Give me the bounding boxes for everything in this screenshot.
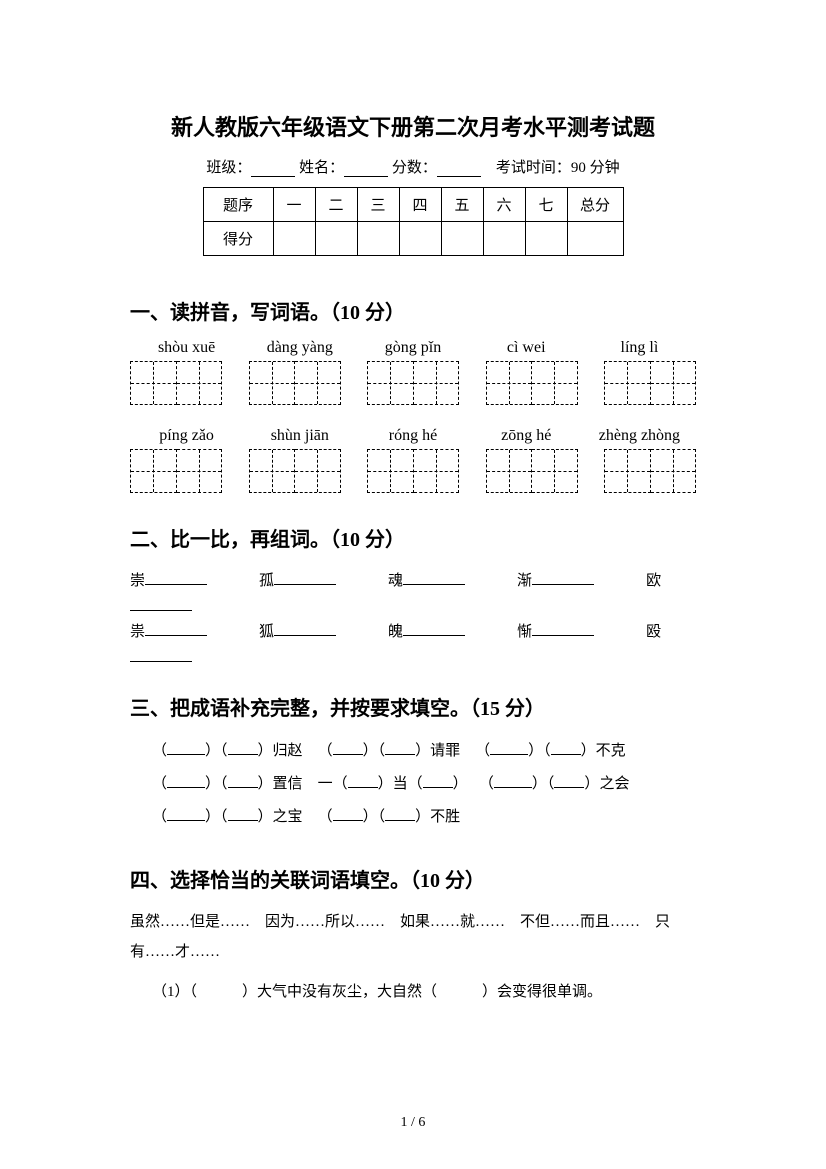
col-4: 四 [399, 188, 441, 222]
section1-heading: 一、读拼音，写词语。（10 分） [130, 296, 696, 325]
tian-box[interactable] [249, 449, 341, 493]
blank[interactable] [385, 808, 415, 822]
col-5: 五 [441, 188, 483, 222]
blank-line[interactable] [274, 570, 336, 585]
blank[interactable] [490, 742, 528, 756]
tian-box[interactable] [604, 361, 696, 405]
compare-item: 崇 [130, 566, 207, 596]
col-2: 二 [315, 188, 357, 222]
compare-block: 崇 孤 魂 渐 欧 祟 狐 魄 惭 殴 [130, 566, 696, 662]
name-label: 姓名： [299, 160, 344, 176]
row-label: 题序 [203, 188, 273, 222]
pinyin: píng zǎo [130, 427, 243, 445]
section4-heading: 四、选择恰当的关联词语填空。（10 分） [130, 864, 696, 893]
tian-box[interactable] [486, 449, 578, 493]
col-total: 总分 [567, 188, 623, 222]
box-row [130, 449, 696, 493]
conj-options: 虽然……但是…… 因为……所以…… 如果……就…… 不但……而且…… 只有……才… [130, 907, 696, 967]
compare-item: 欧 [646, 566, 661, 596]
blank-line[interactable] [403, 621, 465, 636]
blank[interactable] [167, 775, 205, 789]
compare-item: 狐 [259, 617, 336, 647]
pinyin: shùn jiān [243, 427, 356, 445]
pinyin: gòng pǐn [356, 339, 469, 357]
cell[interactable] [567, 222, 623, 256]
tian-box[interactable] [130, 361, 222, 405]
page-footer: 1 / 6 [0, 1115, 826, 1131]
col-6: 六 [483, 188, 525, 222]
col-3: 三 [357, 188, 399, 222]
pinyin: cì wei [470, 339, 583, 357]
class-blank[interactable] [251, 161, 295, 178]
tian-box[interactable] [130, 449, 222, 493]
pinyin: shòu xuē [130, 339, 243, 357]
blank-line[interactable] [130, 647, 192, 662]
blank[interactable] [348, 775, 378, 789]
compare-item: 殴 [646, 617, 661, 647]
cell[interactable] [525, 222, 567, 256]
page-title: 新人教版六年级语文下册第二次月考水平测考试题 [130, 110, 696, 142]
section2-heading: 二、比一比，再组词。（10 分） [130, 523, 696, 552]
blank-line[interactable] [532, 570, 594, 585]
tian-box[interactable] [367, 449, 459, 493]
pinyin-row: píng zǎo shùn jiān róng hé zōng hé zhèng… [130, 427, 696, 445]
blank-line[interactable] [532, 621, 594, 636]
blank[interactable] [423, 775, 453, 789]
compare-item: 惭 [517, 617, 594, 647]
compare-item: 魂 [388, 566, 465, 596]
pinyin-row: shòu xuē dàng yàng gòng pǐn cì wei líng … [130, 339, 696, 357]
score-table: 题序 一 二 三 四 五 六 七 总分 得分 [203, 187, 624, 256]
tian-box[interactable] [604, 449, 696, 493]
col-7: 七 [525, 188, 567, 222]
blank[interactable] [551, 742, 581, 756]
exam-time: 考试时间：90 分钟 [496, 160, 620, 176]
question-1: （1）（ ）大气中没有灰尘，大自然（ ）会变得很单调。 [130, 977, 696, 1007]
score-blank[interactable] [437, 161, 481, 178]
cell[interactable] [273, 222, 315, 256]
blank[interactable] [333, 742, 363, 756]
meta-line: 班级： 姓名： 分数： 考试时间：90 分钟 [130, 156, 696, 177]
blank-line[interactable] [274, 621, 336, 636]
pinyin: zhèng zhòng [583, 427, 696, 445]
tian-box[interactable] [486, 361, 578, 405]
blank[interactable] [167, 808, 205, 822]
compare-item: 渐 [517, 566, 594, 596]
cell[interactable] [441, 222, 483, 256]
blank[interactable] [554, 775, 584, 789]
idiom-block: （）（）归赵 （）（）请罪 （）（）不克 （）（）置信 一（）当（） （）（）之… [130, 735, 696, 834]
row-label: 得分 [203, 222, 273, 256]
blank[interactable] [385, 742, 415, 756]
compare-item: 孤 [259, 566, 336, 596]
blank[interactable] [494, 775, 532, 789]
blank-line[interactable] [403, 570, 465, 585]
class-label: 班级： [206, 160, 251, 176]
score-label: 分数： [392, 160, 437, 176]
name-blank[interactable] [344, 161, 388, 178]
blank-line[interactable] [145, 570, 207, 585]
pinyin: dàng yàng [243, 339, 356, 357]
box-row [130, 361, 696, 405]
pinyin: róng hé [356, 427, 469, 445]
pinyin: líng lì [583, 339, 696, 357]
blank[interactable] [228, 742, 258, 756]
cell[interactable] [483, 222, 525, 256]
blank-line[interactable] [130, 596, 192, 611]
col-1: 一 [273, 188, 315, 222]
compare-item: 魄 [388, 617, 465, 647]
section3-heading: 三、把成语补充完整，并按要求填空。（15 分） [130, 692, 696, 721]
conj-block: 虽然……但是…… 因为……所以…… 如果……就…… 不但……而且…… 只有……才… [130, 907, 696, 1007]
pinyin: zōng hé [470, 427, 583, 445]
cell[interactable] [399, 222, 441, 256]
blank[interactable] [333, 808, 363, 822]
blank[interactable] [228, 808, 258, 822]
tian-box[interactable] [249, 361, 341, 405]
blank[interactable] [228, 775, 258, 789]
blank[interactable] [167, 742, 205, 756]
tian-box[interactable] [367, 361, 459, 405]
cell[interactable] [315, 222, 357, 256]
compare-item: 祟 [130, 617, 207, 647]
blank-line[interactable] [145, 621, 207, 636]
cell[interactable] [357, 222, 399, 256]
